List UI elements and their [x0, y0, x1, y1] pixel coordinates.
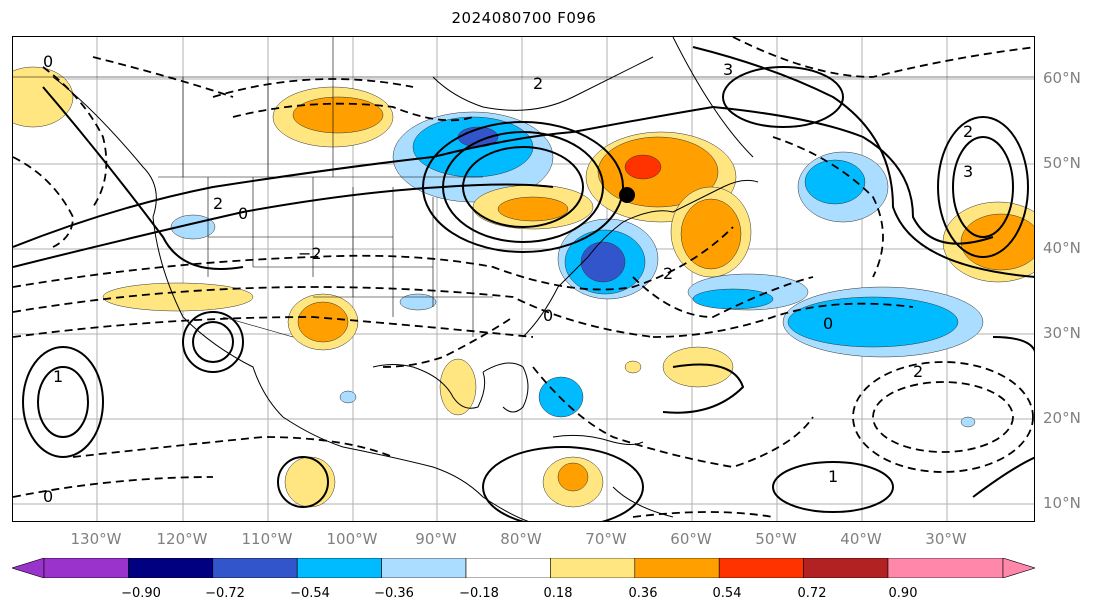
- contour-label: 1: [828, 467, 838, 486]
- colorbar-segment: [634, 557, 720, 579]
- colorbar-segment: [212, 557, 298, 579]
- colorbar-segment: [718, 557, 804, 579]
- political-borders: [13, 37, 1034, 338]
- contour-label: 2: [913, 362, 923, 381]
- lon-label: 110°W: [241, 530, 293, 548]
- colorbar: [10, 557, 1037, 579]
- station-marker: [619, 187, 635, 203]
- colorbar-segment: [381, 557, 467, 579]
- contour-label: 2: [213, 194, 223, 213]
- lat-label: 30°N: [1043, 324, 1081, 342]
- contour-label: 1: [53, 367, 63, 386]
- colorbar-tick: 0.72: [797, 586, 827, 601]
- lon-label: 70°W: [585, 530, 627, 548]
- colorbar-tick: 0.90: [888, 586, 918, 601]
- lon-label: 80°W: [500, 530, 542, 548]
- lon-label: 30°W: [925, 530, 967, 548]
- lat-label: 60°N: [1043, 69, 1081, 87]
- positive-contours: [13, 46, 1034, 521]
- lat-label: 40°N: [1043, 239, 1081, 257]
- colorbar-svg: [10, 557, 1037, 579]
- lon-label: 50°W: [755, 530, 797, 548]
- colorbar-segment: [128, 557, 214, 579]
- colorbar-tick: 0.36: [628, 586, 658, 601]
- colorbar-tick: −0.90: [121, 586, 161, 601]
- colorbar-segment: [43, 557, 129, 579]
- negative-contours: [13, 37, 1034, 518]
- lat-label: 20°N: [1043, 409, 1081, 427]
- contour-label: 2: [663, 264, 673, 283]
- colorbar-segment: [550, 557, 636, 579]
- contour-label: 0: [823, 314, 833, 333]
- contour-label: 0: [543, 306, 553, 325]
- colorbar-segment: [803, 557, 889, 579]
- lat-label: 10°N: [1043, 494, 1081, 512]
- contour-label: 2: [963, 122, 973, 141]
- lon-label: 120°W: [156, 530, 208, 548]
- colorbar-segment: [10, 557, 45, 579]
- contour-label-group: 0 2 −2 0 0 3 3 1 0 1 0 2 2 2 2: [43, 52, 973, 506]
- colorbar-tick: −0.36: [374, 586, 414, 601]
- colorbar-tick: −0.18: [459, 586, 499, 601]
- contour-label: −2: [298, 244, 322, 263]
- lon-label: 90°W: [415, 530, 457, 548]
- colorbar-segment: [1002, 557, 1037, 579]
- colorbar-segment: [887, 557, 1004, 579]
- colorbar-tick: 0.18: [543, 586, 573, 601]
- lon-label: 130°W: [70, 530, 122, 548]
- colorbar-tick: −0.54: [290, 586, 330, 601]
- colorbar-tick: 0.54: [712, 586, 742, 601]
- weather-map: 0 2 −2 0 0 3 3 1 0 1 0 2 2 2 2: [12, 36, 1035, 522]
- lat-label: 50°N: [1043, 154, 1081, 172]
- contour-label: 3: [963, 162, 973, 181]
- contour-label: 0: [43, 52, 53, 71]
- colorbar-segment: [465, 557, 551, 579]
- contour-label: 0: [238, 204, 248, 223]
- contour-label: 0: [43, 487, 53, 506]
- lon-label: 60°W: [670, 530, 712, 548]
- map-title: 2024080700 F096: [451, 9, 597, 27]
- map-canvas: 0 2 −2 0 0 3 3 1 0 1 0 2 2 2 2: [13, 37, 1034, 521]
- colorbar-tick: −0.72: [205, 586, 245, 601]
- colorbar-segment: [296, 557, 382, 579]
- contour-label: 3: [723, 60, 733, 79]
- contour-label: 2: [533, 74, 543, 93]
- lon-label: 100°W: [326, 530, 378, 548]
- lon-label: 40°W: [840, 530, 882, 548]
